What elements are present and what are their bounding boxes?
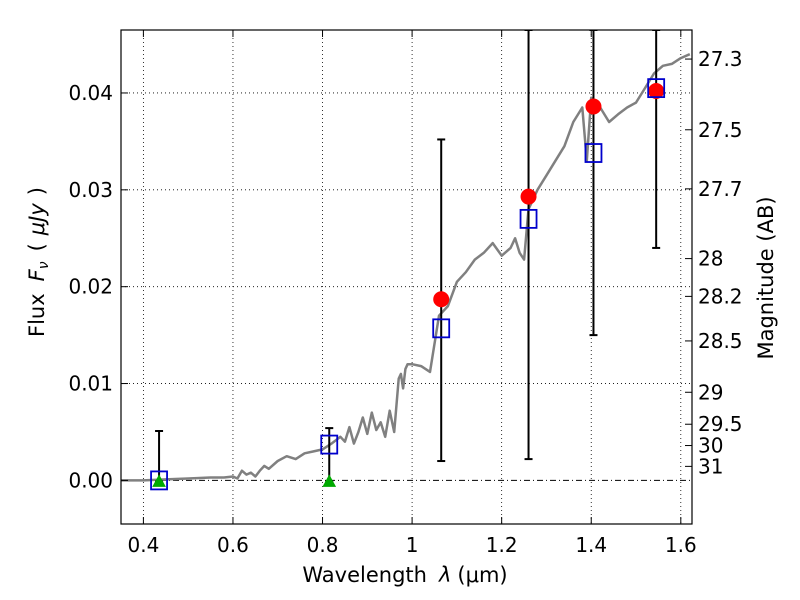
- observed-point: [433, 291, 450, 308]
- x-tick-label: 0.4: [127, 533, 159, 557]
- plot-frame: [120, 29, 693, 525]
- observed-point: [520, 188, 537, 205]
- error-bars: [155, 30, 661, 483]
- spectrum-line: [121, 53, 691, 482]
- model-point: [647, 78, 666, 99]
- x-axis: 0.4 0.6 0.8 1 1.2 1.4 1.6: [127, 30, 697, 557]
- upper-limit-point: [322, 474, 337, 487]
- magnitude-tick-label: 27.7: [698, 177, 743, 201]
- model-point: [432, 318, 451, 339]
- x-tick-label: 0.8: [307, 533, 339, 557]
- upper-limit-point: [152, 474, 166, 487]
- y-tick-label: 0.03: [68, 178, 113, 202]
- model-point: [320, 434, 339, 455]
- model-point: [584, 143, 603, 163]
- magnitude-tick-label: 27.3: [698, 47, 743, 71]
- x-axis-label: Wavelength λ (μm): [302, 563, 507, 587]
- x-tick-label: 1.6: [665, 533, 697, 557]
- observed-point: [585, 98, 602, 115]
- magnitude-tick-label: 29: [698, 380, 723, 404]
- x-tick-label: 1: [406, 533, 419, 557]
- model-point: [150, 470, 168, 491]
- y-tick-label: 0.02: [68, 275, 113, 299]
- magnitude-tick-label: 28: [698, 247, 723, 271]
- plot-content: [121, 30, 691, 491]
- y-tick-label: 0.00: [68, 468, 113, 492]
- x-tick-label: 1.2: [486, 533, 518, 557]
- model-points: [150, 78, 666, 491]
- y-tick-label: 0.04: [68, 81, 113, 105]
- magnitude-tick-label: 28.2: [698, 284, 743, 308]
- magnitude-tick-label: 27.5: [698, 118, 743, 142]
- y-tick-label: 0.01: [68, 372, 113, 396]
- magnitude-axis-label: Magnitude (AB): [754, 196, 778, 359]
- observed-points: [433, 83, 665, 308]
- magnitude-tick-label: 30: [698, 434, 723, 458]
- model-point: [519, 208, 538, 229]
- x-tick-label: 1.4: [575, 533, 607, 557]
- y-axis-label: FluxFν(μJy): [25, 187, 52, 337]
- magnitude-tick-label: 29.5: [698, 412, 743, 436]
- x-tick-label: 0.6: [217, 533, 249, 557]
- magnitude-tick-label: 31: [698, 454, 723, 478]
- y-axis: 0.00 0.01 0.02 0.03 0.04: [68, 81, 128, 492]
- magnitude-tick-label: 28.5: [698, 329, 743, 353]
- upper-limit-points: [152, 474, 337, 487]
